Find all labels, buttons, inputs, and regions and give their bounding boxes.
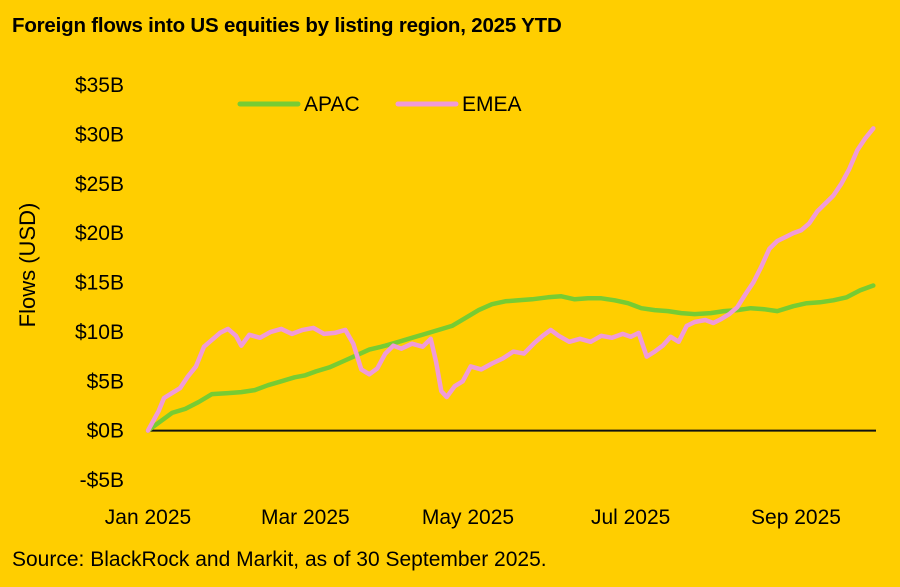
y-axis-label: Flows (USD): [15, 203, 40, 328]
legend-label-apac: APAC: [304, 93, 360, 116]
x-tick-label: Mar 2025: [261, 506, 350, 529]
x-axis-ticks: Jan 2025 Mar 2025 May 2025 Jul 2025 Sep 2025: [105, 506, 841, 529]
y-tick-label: -$5B: [80, 469, 124, 492]
y-tick-label: $25B: [75, 173, 124, 196]
y-tick-label: $20B: [75, 222, 124, 245]
series-line-emea: [145, 126, 876, 433]
chart-title: Foreign flows into US equities by listin…: [12, 14, 562, 37]
x-tick-label: Sep 2025: [751, 506, 841, 529]
x-tick-label: Jul 2025: [591, 506, 670, 529]
source-note: Source: BlackRock and Markit, as of 30 S…: [12, 548, 547, 571]
x-tick-label: May 2025: [422, 506, 514, 529]
y-axis-ticks: -$5B $0B $5B $10B $15B $20B $25B $30B $35B: [75, 74, 124, 492]
y-tick-label: $15B: [75, 272, 124, 295]
legend: APAC EMEA: [237, 93, 522, 116]
y-tick-label: $0B: [87, 420, 124, 443]
x-tick-label: Jan 2025: [105, 506, 191, 529]
series-lines: [145, 126, 876, 433]
y-tick-label: $30B: [75, 123, 124, 146]
series-line-apac: [145, 283, 876, 433]
legend-label-emea: EMEA: [462, 93, 522, 116]
y-tick-label: $35B: [75, 74, 124, 97]
y-tick-label: $10B: [75, 321, 124, 344]
y-tick-label: $5B: [87, 370, 124, 393]
